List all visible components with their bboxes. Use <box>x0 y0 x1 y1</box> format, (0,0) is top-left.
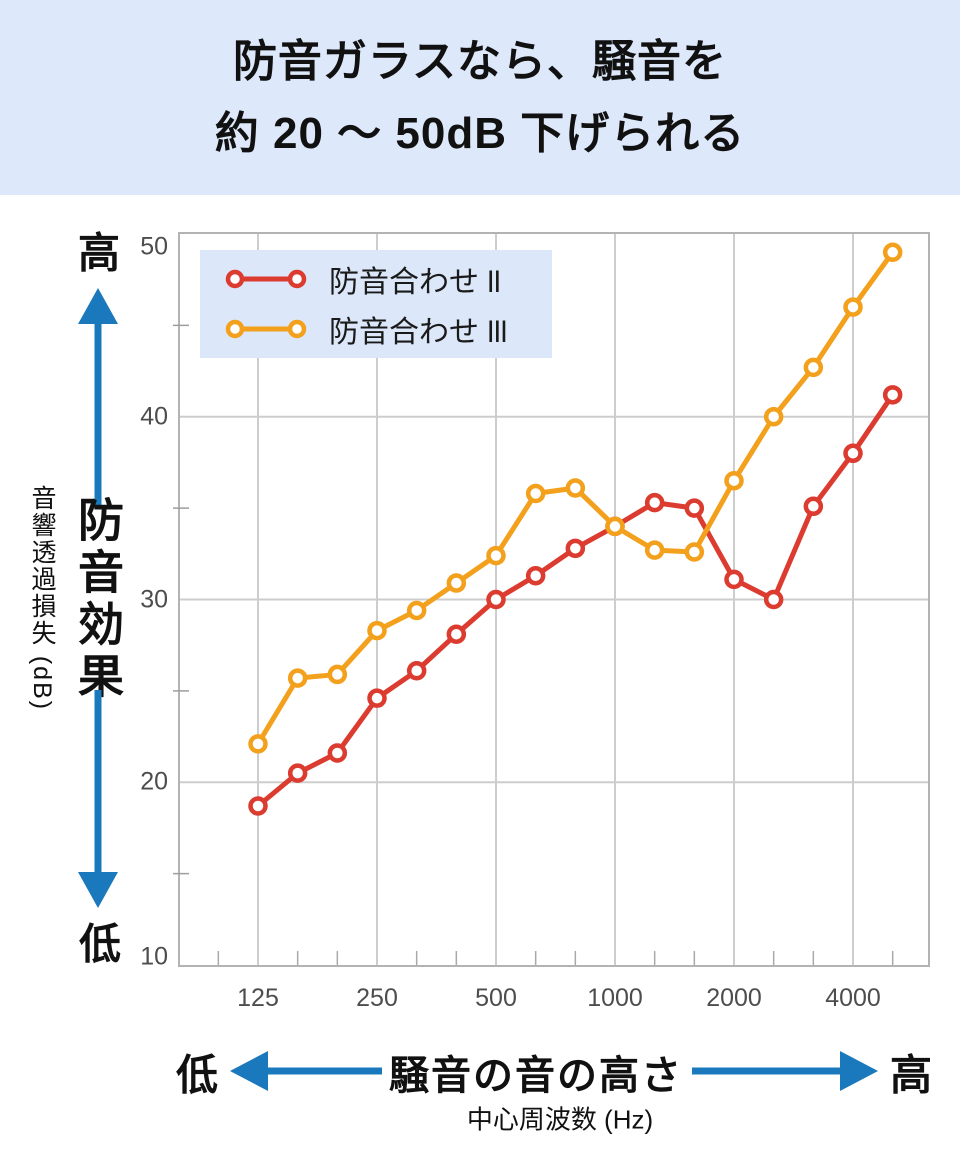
x-tick-label: 1000 <box>587 984 643 1012</box>
data-point <box>605 516 625 537</box>
y-axis-high-label: 高 <box>77 229 121 277</box>
data-point <box>248 734 268 754</box>
data-point <box>327 743 348 763</box>
page-title-line2: 約 20 ～ 50dB 下げられる <box>214 109 746 158</box>
right-arrow-icon <box>840 1051 878 1091</box>
x-tick-label: 250 <box>356 984 398 1012</box>
data-point <box>327 664 348 685</box>
data-point <box>644 540 665 560</box>
down-arrow-icon <box>78 872 118 908</box>
y-axis-low-label: 低 <box>78 920 122 968</box>
y-tick-label: 40 <box>140 402 168 431</box>
data-point <box>684 542 705 562</box>
data-point <box>843 297 863 317</box>
y-tick-label: 20 <box>140 767 168 796</box>
x-tick-label: 125 <box>237 984 279 1012</box>
y-tick-label: 10 <box>140 942 168 971</box>
data-point <box>486 545 506 566</box>
x-tick-label: 500 <box>475 984 517 1012</box>
data-point <box>367 620 387 641</box>
y-tick-label: 50 <box>140 232 168 261</box>
data-point <box>684 498 705 518</box>
legend-marker-icon <box>225 319 307 339</box>
x-axis-low-label: 低 <box>175 1051 219 1099</box>
data-point <box>724 569 744 590</box>
left-arrow-icon <box>230 1051 268 1091</box>
right-arrow-shaft <box>692 1067 842 1075</box>
data-point <box>486 589 506 610</box>
y-tick-label: 30 <box>140 585 168 613</box>
x-axis-unit-label: 中心周波数 (Hz) <box>466 1104 654 1135</box>
noise-pitch-label: 騒音の音の高さ <box>389 1054 683 1098</box>
data-point <box>406 661 427 681</box>
data-point <box>367 688 387 708</box>
data-point <box>763 589 784 610</box>
legend: 防音合わせ ll 防音合わせ lll <box>200 250 552 358</box>
page-title-line1: 防音ガラスなら、騒音を <box>232 37 728 86</box>
data-point <box>644 492 665 513</box>
title-band: 防音ガラスなら、騒音を 約 20 ～ 50dB 下げられる <box>0 0 960 195</box>
data-point <box>446 573 467 593</box>
data-point <box>763 407 784 427</box>
data-point <box>248 796 268 816</box>
data-point <box>525 483 546 504</box>
legend-label: 防音合わせ ll <box>329 266 501 299</box>
data-point <box>565 478 586 498</box>
data-point <box>287 668 308 688</box>
data-point <box>287 763 308 783</box>
down-arrow-shaft <box>94 690 102 873</box>
data-point <box>882 385 903 405</box>
data-point <box>803 357 824 378</box>
legend-item: 防音合わせ ll <box>225 257 552 301</box>
data-point <box>446 624 467 644</box>
y-axis-unit-label: 音響透過損失 (dB) <box>28 484 56 712</box>
plot-area: 防音合わせ ll 防音合わせ lll <box>173 232 930 967</box>
x-axis-high-label: 高 <box>889 1051 933 1099</box>
legend-marker-icon <box>225 269 307 289</box>
data-point <box>565 538 586 559</box>
data-point <box>724 470 744 491</box>
left-arrow-shaft <box>266 1067 382 1075</box>
legend-item: 防音合わせ lll <box>225 307 552 351</box>
x-tick-label: 2000 <box>706 984 762 1012</box>
legend-label: 防音合わせ lll <box>329 316 508 349</box>
soundproof-effect-label: 防音効果 <box>72 496 124 704</box>
data-point <box>406 600 427 621</box>
up-arrow-icon <box>78 288 118 324</box>
data-point <box>882 242 903 263</box>
data-point <box>803 496 824 517</box>
x-tick-label: 4000 <box>825 984 881 1012</box>
up-arrow-shaft <box>94 320 102 507</box>
data-point <box>843 443 863 464</box>
data-point <box>525 565 546 586</box>
line-chart <box>173 234 928 965</box>
